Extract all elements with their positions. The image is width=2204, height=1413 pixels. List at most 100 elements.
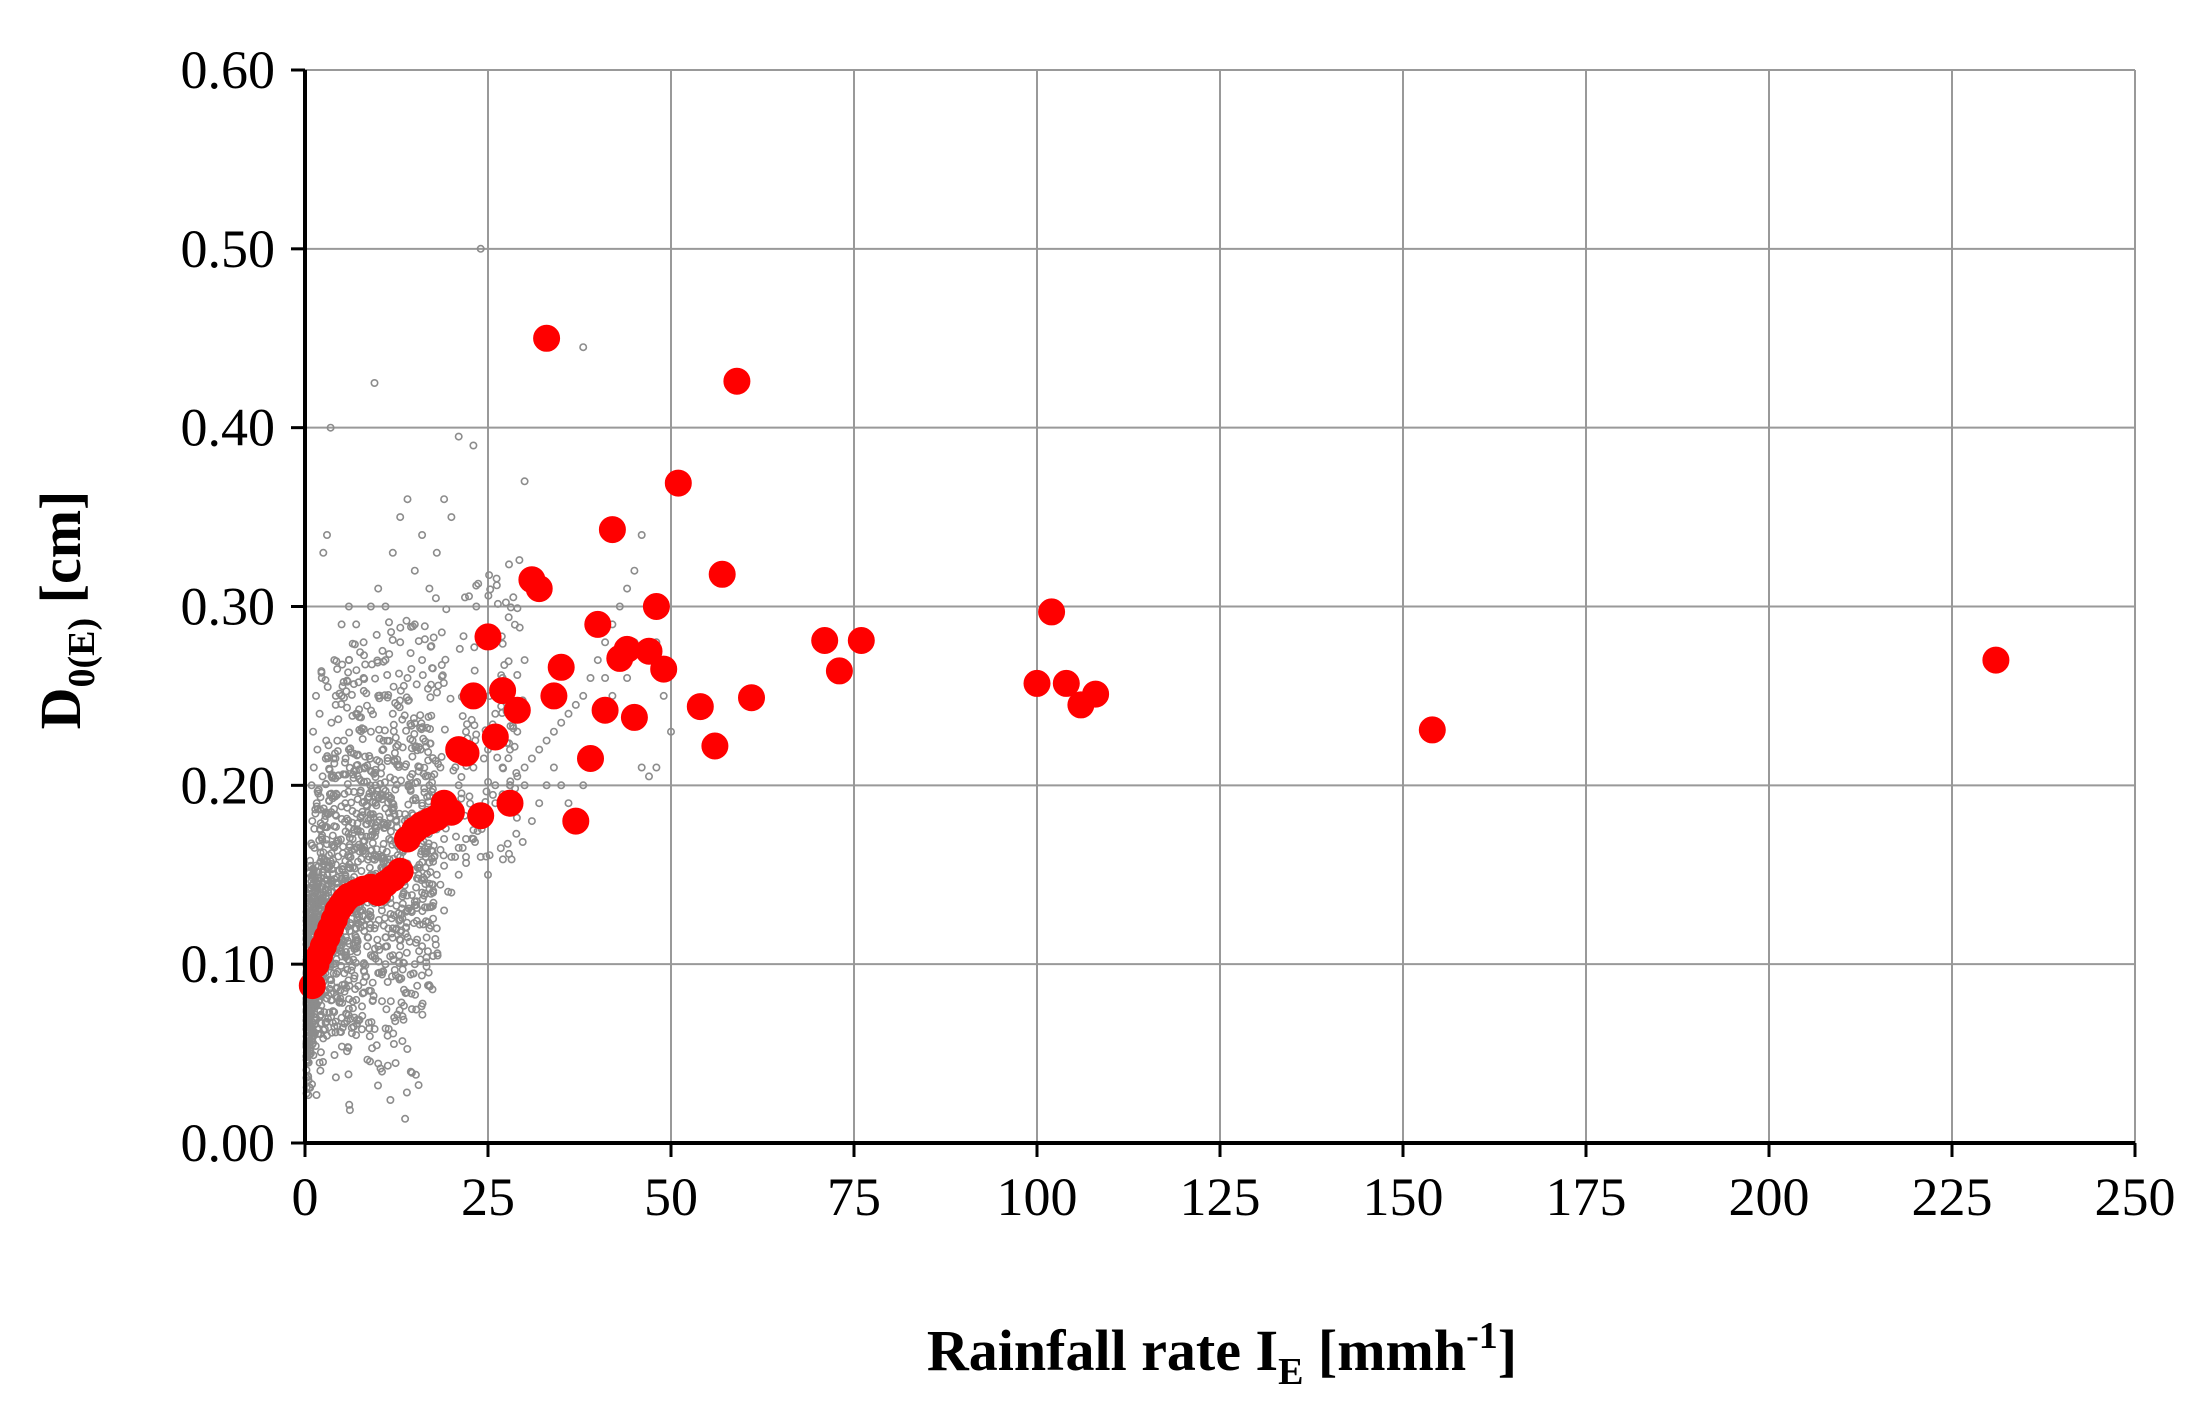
gray-data-point xyxy=(392,823,401,832)
gray-data-point xyxy=(345,981,354,990)
gray-data-point xyxy=(410,901,419,910)
gray-data-point xyxy=(390,965,399,974)
gray-data-point xyxy=(434,681,443,690)
gray-data-point xyxy=(307,1033,316,1042)
gray-data-point xyxy=(391,971,400,980)
red-data-point xyxy=(686,693,714,721)
gray-data-point xyxy=(488,790,497,799)
gray-data-point xyxy=(352,666,361,675)
y-axis-title-unit: [cm] xyxy=(28,491,93,618)
gray-data-point xyxy=(571,700,580,709)
gray-data-point xyxy=(366,911,375,920)
gray-data-point xyxy=(327,996,336,1005)
gray-data-point xyxy=(366,924,375,933)
gray-data-point xyxy=(336,835,345,844)
gray-data-point xyxy=(367,706,376,715)
gray-data-point xyxy=(403,1045,412,1054)
gray-data-point xyxy=(499,764,508,773)
gray-data-point xyxy=(398,1037,407,1046)
gray-data-point xyxy=(362,701,371,710)
gray-data-point xyxy=(426,921,435,930)
gray-data-point xyxy=(492,581,501,590)
gray-data-point xyxy=(623,673,632,682)
red-data-point xyxy=(635,637,663,665)
gray-data-point xyxy=(441,655,450,664)
gray-data-point xyxy=(394,762,403,771)
gray-data-point xyxy=(447,888,456,897)
gray-data-point xyxy=(370,924,379,933)
gray-data-point xyxy=(370,1025,379,1034)
gray-data-point xyxy=(379,921,388,930)
gray-data-point xyxy=(436,845,445,854)
red-data-point xyxy=(701,732,729,760)
red-data-point xyxy=(738,684,765,712)
gray-data-point xyxy=(424,968,433,977)
gray-data-point xyxy=(455,644,464,653)
gray-data-point xyxy=(422,933,431,942)
gray-data-point xyxy=(368,798,377,807)
gray-data-point xyxy=(384,690,393,699)
gray-data-point xyxy=(383,670,392,679)
gray-data-point xyxy=(381,933,390,942)
gray-data-point xyxy=(409,969,418,978)
gray-data-point xyxy=(344,829,353,838)
gray-data-point xyxy=(346,744,355,753)
gray-data-point xyxy=(542,736,551,745)
red-data-point xyxy=(540,682,568,710)
gray-data-point xyxy=(512,829,521,838)
gray-data-point xyxy=(335,998,344,1007)
gray-data-point xyxy=(414,637,423,646)
gray-data-point xyxy=(432,548,441,557)
gray-data-point xyxy=(503,839,512,848)
gray-data-point xyxy=(364,933,373,942)
gray-data-point xyxy=(425,584,434,593)
gray-data-point xyxy=(402,907,411,916)
gray-data-point xyxy=(366,907,375,916)
gray-data-point xyxy=(415,947,424,956)
x-tick-label: 125 xyxy=(1180,1167,1261,1227)
gray-data-point xyxy=(387,628,396,637)
gray-data-point xyxy=(316,1048,325,1057)
gray-data-point xyxy=(412,1005,421,1014)
red-data-point xyxy=(584,610,612,638)
gray-data-point xyxy=(365,1057,374,1066)
gray-data-point xyxy=(368,839,377,848)
gray-data-point xyxy=(402,1088,411,1097)
gray-data-point xyxy=(414,1081,423,1090)
gray-data-point xyxy=(504,657,513,666)
gray-data-point xyxy=(474,579,483,588)
x-tick-label: 150 xyxy=(1363,1167,1444,1227)
gray-data-point xyxy=(355,847,364,856)
gray-data-point xyxy=(345,1100,354,1109)
gray-data-point xyxy=(339,677,348,686)
gray-data-point xyxy=(345,655,354,664)
gray-data-point xyxy=(492,574,501,583)
gray-data-point xyxy=(440,861,449,870)
gray-data-point xyxy=(398,965,407,974)
gray-data-point xyxy=(454,432,463,441)
gray-data-point xyxy=(312,895,321,904)
gray-data-point xyxy=(331,959,340,968)
gray-data-point xyxy=(396,928,405,937)
gray-data-point xyxy=(332,969,341,978)
gray-data-point xyxy=(564,799,573,808)
gray-data-point xyxy=(398,914,407,923)
gray-data-point xyxy=(370,831,379,840)
gray-data-point xyxy=(330,804,339,813)
gray-data-point xyxy=(513,772,522,781)
gray-data-point xyxy=(331,1073,340,1082)
gray-data-point xyxy=(506,777,515,786)
gray-data-point xyxy=(469,441,478,450)
gray-data-point xyxy=(535,799,544,808)
gray-data-point xyxy=(426,642,435,651)
gray-data-point xyxy=(422,953,431,962)
gray-data-point xyxy=(413,777,422,786)
red-data-point xyxy=(547,653,575,681)
gray-data-point xyxy=(404,696,413,705)
gray-data-point xyxy=(311,805,320,814)
gray-data-point xyxy=(564,709,573,718)
gray-data-point xyxy=(383,736,392,745)
gray-data-point xyxy=(368,996,377,1005)
gray-data-point xyxy=(342,687,351,696)
gray-data-point xyxy=(363,942,372,951)
